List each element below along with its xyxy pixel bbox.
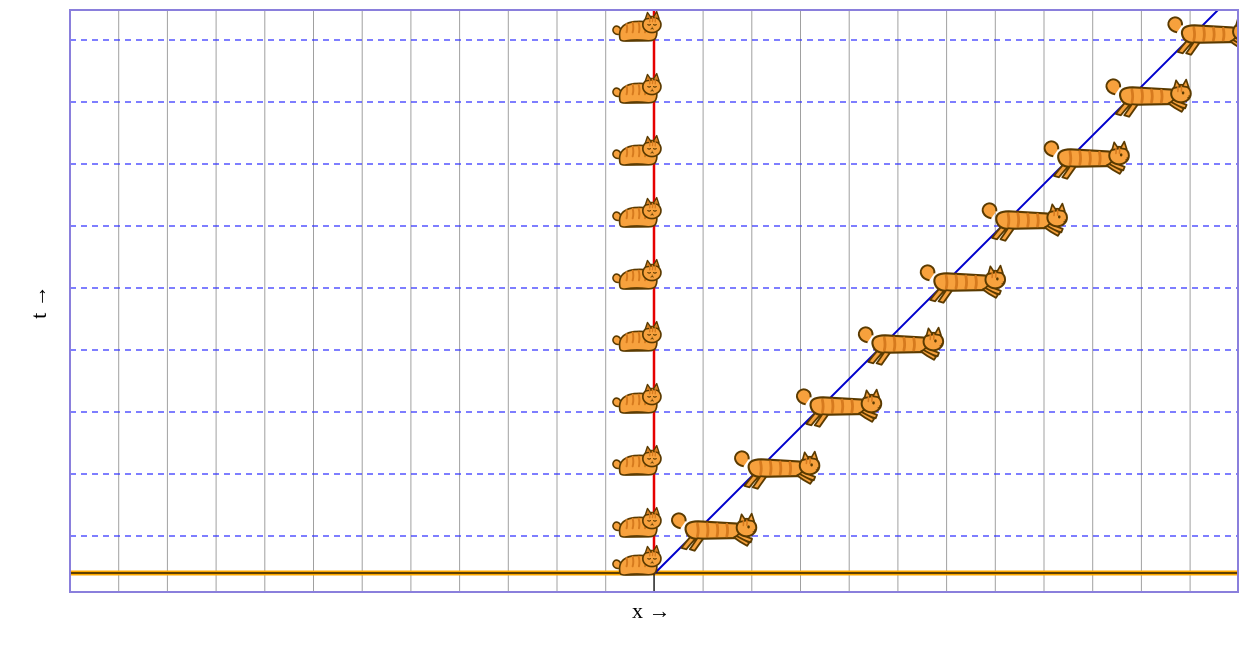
- x-axis-label: x →: [632, 598, 671, 624]
- plot-svg: [0, 0, 1258, 640]
- y-axis-label: t →: [26, 285, 52, 319]
- spacetime-diagram: t → x →: [0, 0, 1258, 640]
